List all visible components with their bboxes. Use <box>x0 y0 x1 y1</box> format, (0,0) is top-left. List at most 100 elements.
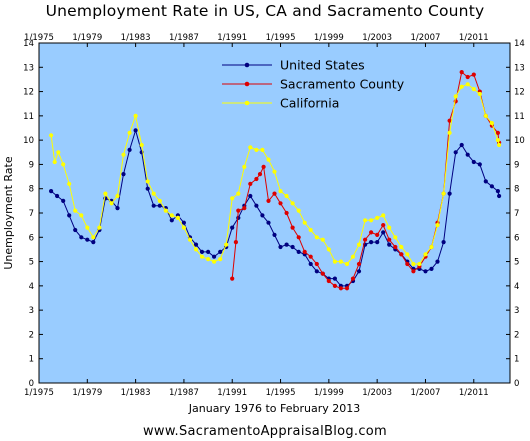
data-point <box>441 191 446 196</box>
data-point <box>447 118 452 123</box>
x-tick-label: 1/1991 <box>217 388 247 398</box>
data-point <box>115 206 120 211</box>
series-line <box>50 128 500 287</box>
data-point <box>320 271 325 276</box>
data-point <box>459 70 464 75</box>
data-point <box>302 249 307 254</box>
data-point <box>459 142 464 148</box>
data-point <box>56 150 61 155</box>
data-point <box>121 172 126 177</box>
y-tick-label: 8 <box>29 185 34 195</box>
data-point <box>489 184 494 189</box>
data-point <box>369 240 374 245</box>
series-california <box>49 82 502 267</box>
data-point <box>471 159 476 165</box>
x-tick-label: 1/1999 <box>314 388 344 398</box>
data-point <box>483 179 488 184</box>
x-tick-label-top: 1/1999 <box>314 33 344 43</box>
y-tick-label-right: 13 <box>514 63 525 73</box>
y-tick-label-right: 5 <box>514 258 519 268</box>
data-point <box>381 230 386 235</box>
data-point <box>109 201 114 206</box>
data-point <box>163 208 168 213</box>
data-point <box>181 220 186 225</box>
data-point <box>212 259 217 264</box>
data-point <box>61 198 66 203</box>
legend-swatch-marker <box>244 62 250 68</box>
data-point <box>236 208 241 213</box>
data-point <box>387 225 392 230</box>
data-point <box>278 201 283 206</box>
data-point <box>224 242 229 247</box>
data-point <box>55 193 60 199</box>
data-point <box>302 220 307 225</box>
data-point <box>465 74 470 80</box>
data-point <box>465 152 470 157</box>
data-point <box>332 259 337 264</box>
data-point <box>199 254 205 259</box>
data-point <box>326 247 331 252</box>
data-point <box>296 235 301 240</box>
y-tick-label-right: 4 <box>514 282 519 292</box>
x-tick-label: 1/1979 <box>72 388 102 398</box>
data-point <box>356 269 362 274</box>
data-point <box>278 244 283 250</box>
data-point <box>145 186 150 191</box>
data-point <box>97 225 102 230</box>
x-tick-label-top: 1/1983 <box>121 33 151 43</box>
data-point <box>254 203 259 208</box>
x-tick-label-top: 1/2007 <box>411 33 441 43</box>
data-point <box>127 130 132 135</box>
y-tick-label-right: 3 <box>514 306 519 316</box>
data-point <box>471 72 476 77</box>
data-point <box>91 240 96 245</box>
data-point <box>272 169 277 174</box>
data-point <box>363 237 368 242</box>
data-point <box>405 252 410 257</box>
data-point <box>248 181 253 186</box>
data-point <box>261 164 266 169</box>
y-tick-label: 1 <box>29 355 34 365</box>
y-tick-label: 5 <box>29 258 34 268</box>
data-point <box>399 252 404 257</box>
y-tick-label-right: 10 <box>514 136 525 146</box>
data-point <box>453 94 458 99</box>
data-point <box>193 242 199 247</box>
x-tick-label: 1/1975 <box>24 388 54 398</box>
data-point <box>489 121 494 126</box>
data-point <box>85 225 90 230</box>
data-point <box>369 230 374 235</box>
legend-label: Sacramento County <box>280 77 405 92</box>
data-point <box>332 276 337 281</box>
data-point <box>429 266 434 271</box>
data-point <box>290 225 295 230</box>
data-point <box>133 113 138 118</box>
x-axis-label: January 1976 to February 2013 <box>188 402 360 415</box>
x-tick-label: 1/1983 <box>121 388 151 398</box>
data-point <box>477 91 482 97</box>
data-point <box>320 237 325 242</box>
data-point <box>429 244 434 250</box>
x-tick-label-top: 1/1991 <box>217 33 247 43</box>
y-tick-label: 7 <box>29 209 34 219</box>
y-tick-label: 14 <box>23 39 34 49</box>
data-point <box>459 84 464 89</box>
data-point <box>308 261 313 267</box>
data-point <box>230 196 235 201</box>
data-point <box>363 218 368 223</box>
data-point <box>157 198 162 203</box>
data-point <box>411 261 416 267</box>
data-point <box>411 269 416 274</box>
series-layer <box>49 70 502 291</box>
x-tick-label-top: 1/1987 <box>169 33 199 43</box>
data-point <box>369 218 374 223</box>
data-point <box>266 220 271 225</box>
data-point <box>314 235 319 240</box>
data-point <box>290 244 295 250</box>
y-tick-label-right: 6 <box>514 233 519 243</box>
data-point <box>127 147 132 152</box>
data-point <box>218 249 223 254</box>
data-point <box>344 261 350 267</box>
y-tick-label-right: 0 <box>514 379 519 389</box>
